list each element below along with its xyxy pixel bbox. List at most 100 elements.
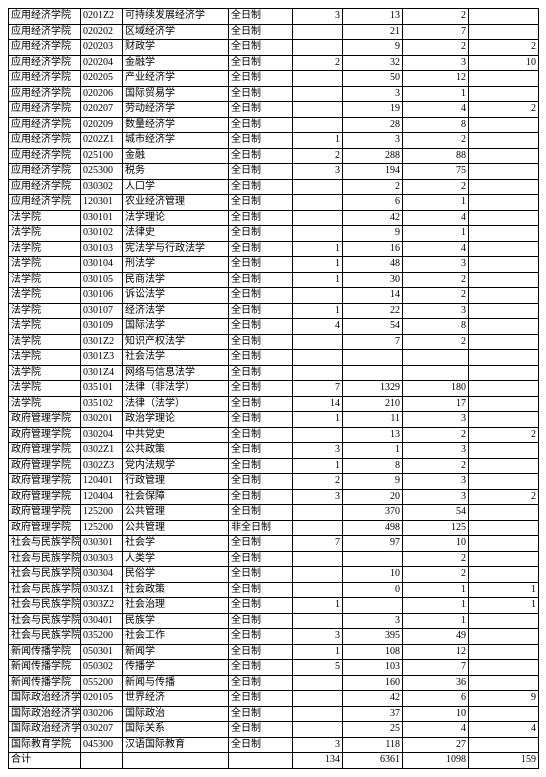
cell: 0201Z2 [81,9,123,25]
cell: 0302Z3 [81,458,123,474]
cell: 应用经济学院 [9,9,81,25]
cell: 政府管理学院 [9,443,81,459]
cell: 全日制 [229,582,293,598]
table-row: 应用经济学院020202区域经济学全日制217 [9,24,539,40]
cell [469,24,539,40]
cell: 2 [403,9,469,25]
cell: 数量经济学 [123,117,229,133]
cell: 汉语国际教育 [123,737,229,753]
table-row: 社会与民族学院030401民族学全日制31 [9,613,539,629]
table-row: 法学院030106诉讼法学全日制142 [9,288,539,304]
cell: 3 [403,257,469,273]
cell: 0303Z1 [81,582,123,598]
cell [403,365,469,381]
cell: 民族学 [123,613,229,629]
cell: 3 [293,9,343,25]
cell: 社会学 [123,536,229,552]
cell: 1 [403,195,469,211]
cell: 全日制 [229,24,293,40]
cell [469,350,539,366]
cell: 370 [343,505,403,521]
cell: 法学院 [9,241,81,257]
cell: 法学院 [9,288,81,304]
cell: 全日制 [229,427,293,443]
cell: 1 [469,598,539,614]
table-row: 国际政治经济学030206国际政治全日制3710 [9,706,539,722]
cell [469,288,539,304]
cell: 3 [293,629,343,645]
table-row: 法学院030104刑法学全日制1483 [9,257,539,273]
cell: 金融 [123,148,229,164]
cell: 9 [343,474,403,490]
cell: 7 [403,24,469,40]
cell [293,567,343,583]
cell [293,195,343,211]
cell: 14 [293,396,343,412]
cell [229,753,293,769]
table-row: 社会与民族学院030304民俗学全日制102 [9,567,539,583]
cell [293,613,343,629]
cell: 8 [403,319,469,335]
cell: 社会与民族学院 [9,551,81,567]
cell: 3 [343,133,403,149]
cell: 54 [343,319,403,335]
cell: 1 [293,257,343,273]
table-row: 法学院030103宪法学与行政法学全日制1164 [9,241,539,257]
cell: 新闻学 [123,644,229,660]
table-row: 新闻传播学院050302传播学全日制51037 [9,660,539,676]
table-row: 新闻传播学院050301新闻学全日制110812 [9,644,539,660]
cell [469,675,539,691]
table-row: 社会与民族学院030301社会学全日制79710 [9,536,539,552]
cell [469,396,539,412]
cell: 应用经济学院 [9,86,81,102]
cell: 3 [343,86,403,102]
cell: 7 [293,536,343,552]
cell: 应用经济学院 [9,164,81,180]
cell [123,753,229,769]
cell: 民俗学 [123,567,229,583]
cell [469,567,539,583]
table-row: 政府管理学院030204中共党史全日制1322 [9,427,539,443]
cell [469,505,539,521]
cell: 全日制 [229,71,293,87]
cell: 103 [343,660,403,676]
cell: 可持续发展经济学 [123,9,229,25]
table-row: 应用经济学院0202Z1城市经济学全日制132 [9,133,539,149]
cell: 030401 [81,613,123,629]
cell [343,551,403,567]
cell [293,505,343,521]
cell: 1 [343,443,403,459]
cell: 全日制 [229,613,293,629]
cell [293,427,343,443]
cell: 全日制 [229,133,293,149]
cell: 498 [343,520,403,536]
cell: 政府管理学院 [9,520,81,536]
cell: 全日制 [229,164,293,180]
cell: 3 [403,474,469,490]
cell: 118 [343,737,403,753]
cell [293,71,343,87]
cell: 国际政治 [123,706,229,722]
table-row: 法学院030102法律史全日制91 [9,226,539,242]
cell: 2 [403,40,469,56]
cell: 4 [403,210,469,226]
cell: 2 [343,179,403,195]
cell: 030301 [81,536,123,552]
cell: 9 [469,691,539,707]
table-row: 应用经济学院030302人口学全日制22 [9,179,539,195]
cell: 应用经济学院 [9,179,81,195]
table-row: 应用经济学院025100金融全日制228888 [9,148,539,164]
table-row: 社会与民族学院0303Z1社会政策全日制011 [9,582,539,598]
cell [469,644,539,660]
cell: 2 [403,458,469,474]
cell: 49 [403,629,469,645]
cell: 21 [343,24,403,40]
table-row: 政府管理学院125200公共管理全日制37054 [9,505,539,521]
cell: 党内法规学 [123,458,229,474]
cell: 37 [343,706,403,722]
table-row: 合计13463611098159 [9,753,539,769]
cell [293,582,343,598]
cell: 050302 [81,660,123,676]
cell: 法律史 [123,226,229,242]
cell: 2 [469,489,539,505]
